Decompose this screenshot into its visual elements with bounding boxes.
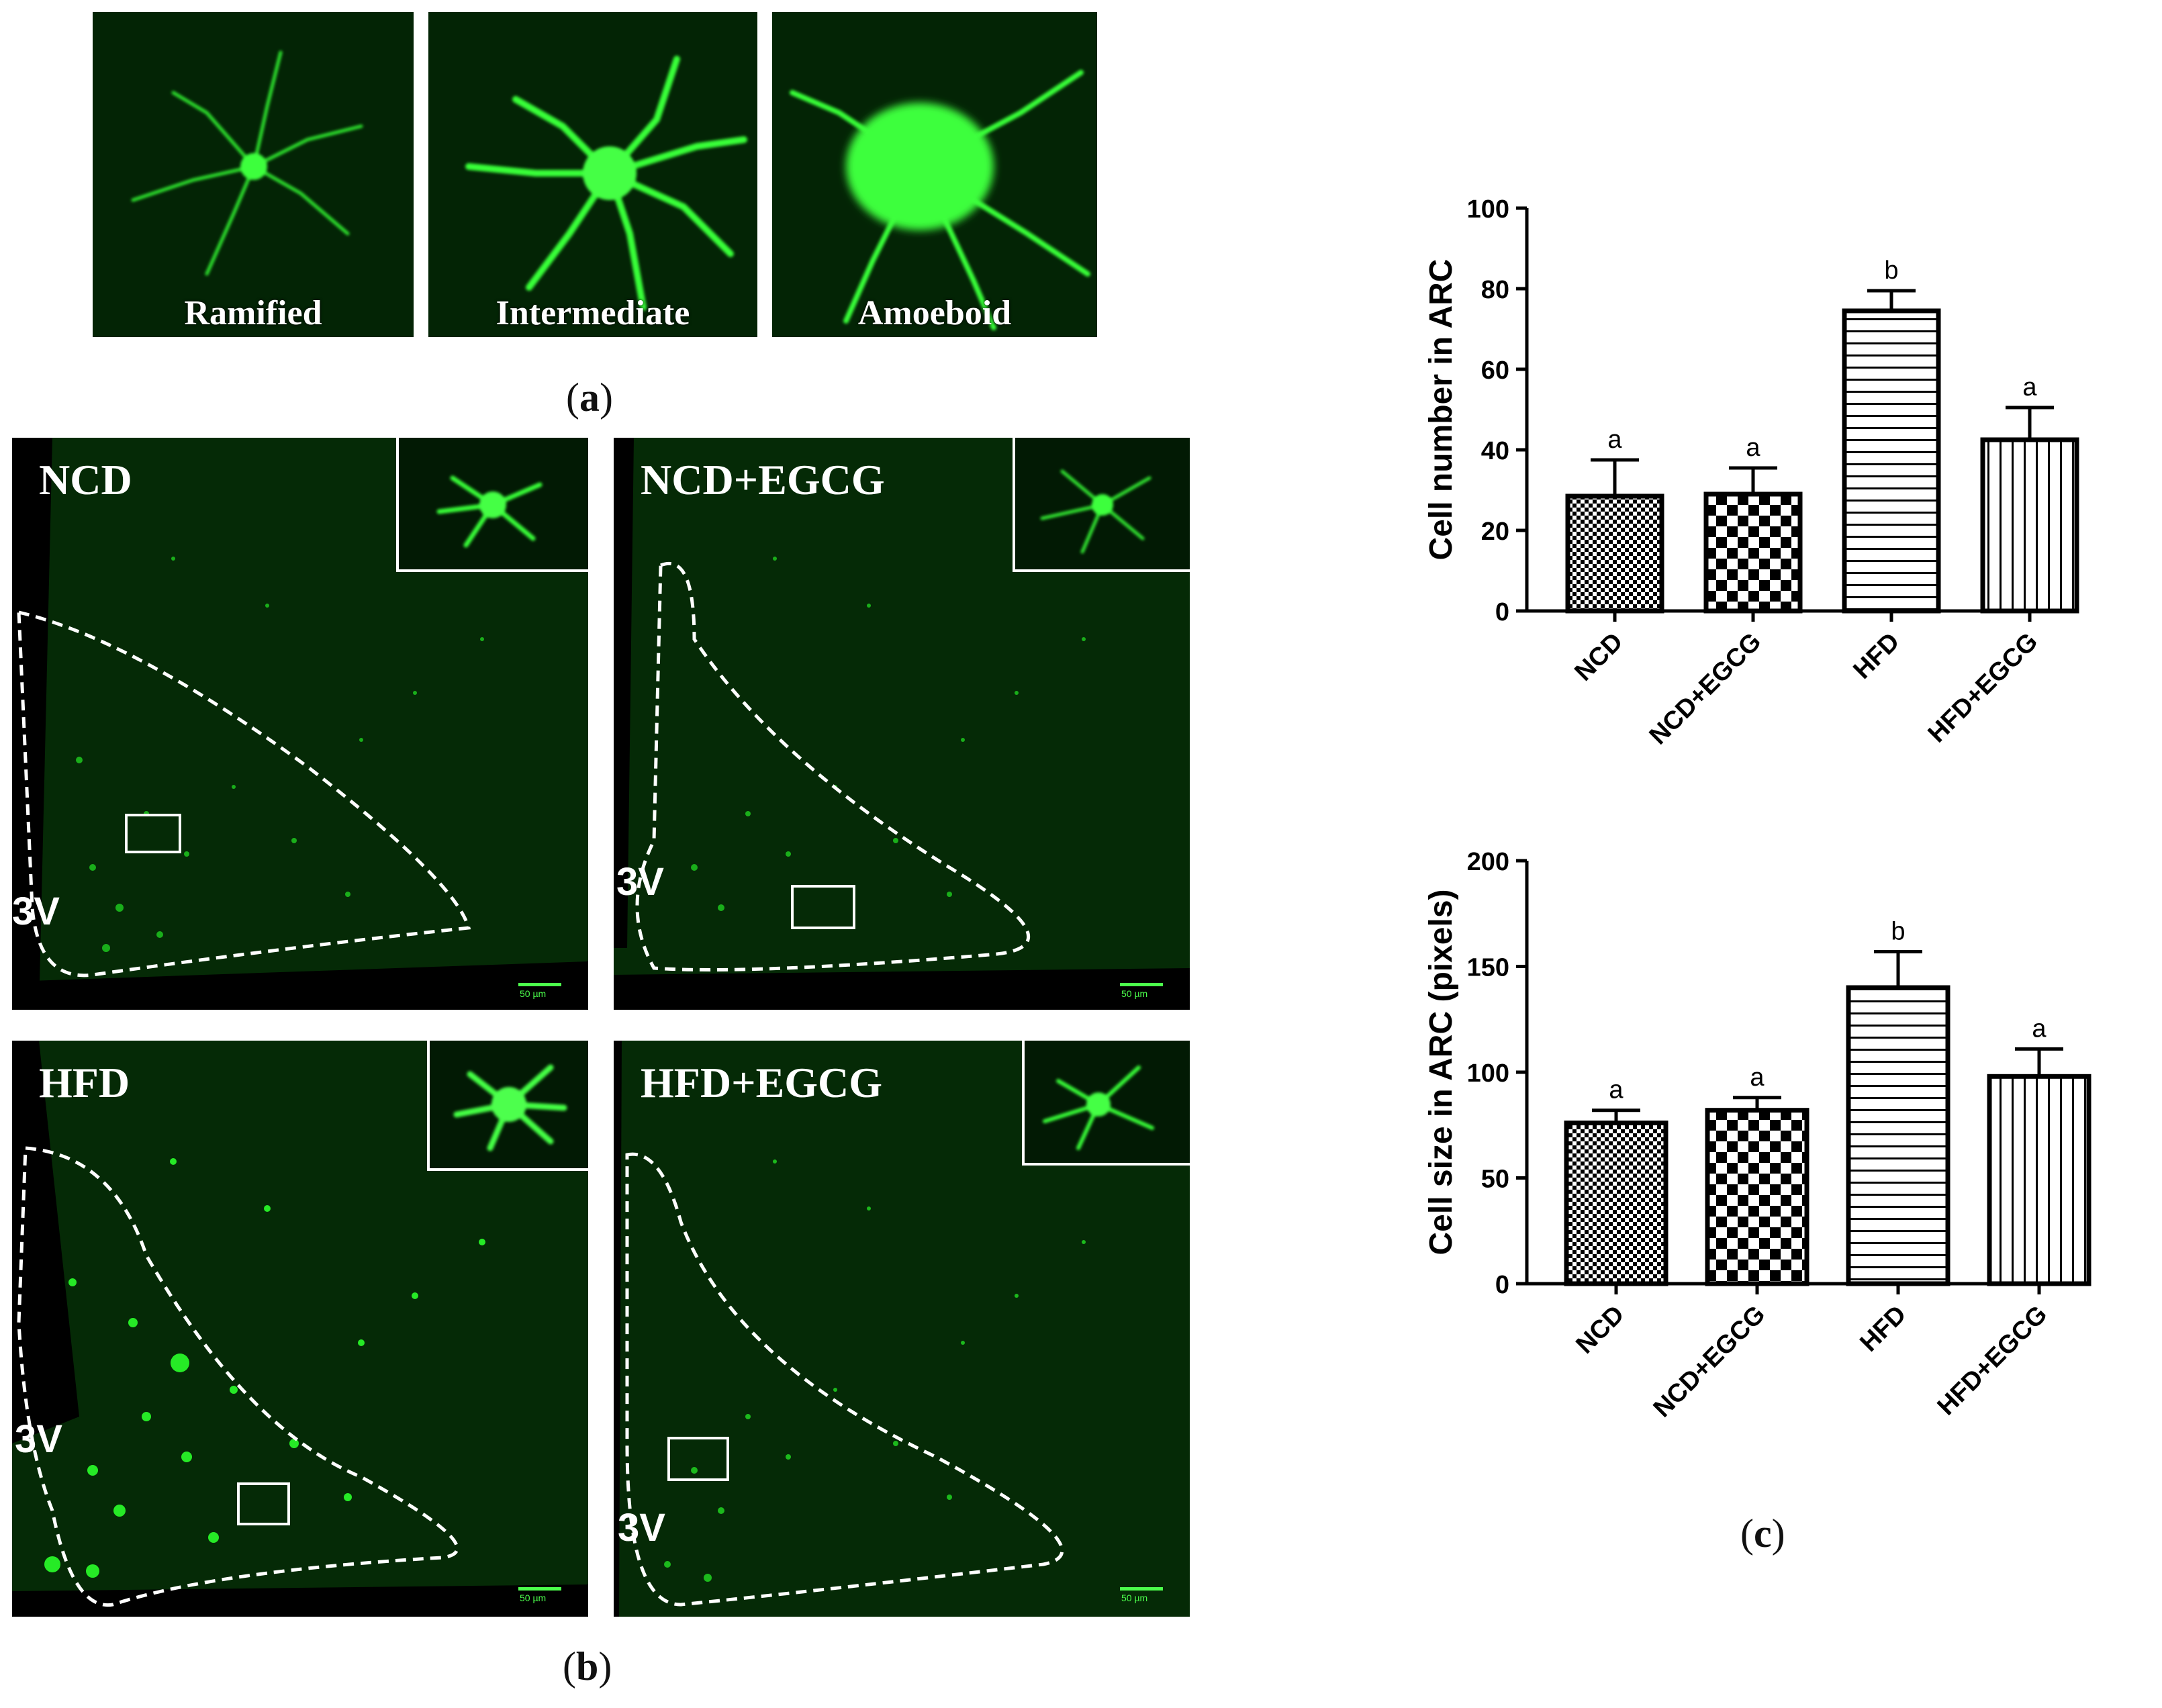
scale-bar-hfd-egcg [1120, 1587, 1163, 1591]
y-tick-label: 20 [1481, 518, 1509, 546]
label-ramified: Ramified [184, 294, 322, 332]
ncd-egcg-tissue-image [614, 438, 1190, 1010]
inset-hfd-egcg-cell [1043, 1065, 1154, 1150]
y-tick-label: 100 [1467, 195, 1509, 224]
chart-cell-size: 0 50 100 150 200 Cell size in ARC (pixels) a NC… [1423, 848, 2092, 1423]
significance-letter: a [2022, 373, 2037, 401]
scale-text-hfd-egcg: 50 µm [1121, 1593, 1148, 1603]
inset-hfd [427, 1041, 588, 1171]
y-tick-label: 0 [1495, 598, 1509, 626]
y-tick-label: 80 [1481, 276, 1509, 304]
inset-hfd-egcg [1022, 1041, 1190, 1166]
x-tick-label: NCD [1570, 1300, 1630, 1360]
caption-b: (b) [563, 1644, 612, 1689]
bar-ncd-egcg [1705, 1108, 1809, 1286]
significance-letter: b [1884, 256, 1898, 285]
bar-ncd [1565, 493, 1664, 614]
ventricle-label-hfd-egcg: 3V [618, 1506, 665, 1550]
x-tick-label: HFD+EGCG [1932, 1300, 2053, 1421]
label-ncd: NCD [39, 456, 132, 504]
amoeboid-cell-image [772, 12, 1097, 337]
ventricle-label-ncd-egcg: 3V [616, 860, 664, 904]
scale-text-ncd: 50 µm [520, 988, 547, 999]
significance-letter: a [1746, 434, 1760, 462]
y-tick-label: 60 [1481, 357, 1509, 385]
y-tick-label: 100 [1467, 1059, 1509, 1088]
micrograph-hfd: HFD 3V 50 µm [12, 1041, 588, 1617]
x-tick-label: HFD+EGCG [1923, 628, 2044, 749]
label-hfd-egcg: HFD+EGCG [641, 1059, 883, 1106]
ventricle-label-ncd: 3V [12, 890, 60, 933]
label-amoeboid: Amoeboid [857, 294, 1012, 332]
y-axis-title: Cell size in ARC (pixels) [1423, 889, 1459, 1255]
y-tick-label: 200 [1467, 848, 1509, 876]
x-tick-label: NCD [1569, 628, 1628, 687]
bar-hfd-egcg [1987, 1074, 2092, 1286]
inset-ncd [396, 438, 588, 572]
inset-ncd-egcg-cell [1040, 469, 1152, 554]
bar-ncd [1564, 1121, 1668, 1286]
bar-hfd [1842, 308, 1941, 614]
ventricle-label-hfd: 3V [15, 1417, 62, 1461]
y-tick-label: 0 [1495, 1271, 1509, 1299]
scale-text-hfd: 50 µm [520, 1593, 547, 1603]
inset-ncd-cell [436, 475, 543, 548]
caption-c: (c) [1740, 1511, 1785, 1556]
chart-cell-number: 0 20 40 60 80 100 Cell number in ARC a NCD a NCD+E… [1423, 195, 2079, 751]
label-intermediate: Intermediate [496, 294, 690, 332]
y-tick-label: 50 [1481, 1166, 1509, 1194]
intermediate-cell-image [428, 12, 757, 337]
bar-ncd-egcg [1703, 491, 1803, 614]
micrograph-amoeboid: Amoeboid [772, 12, 1097, 337]
scale-bar-ncd-egcg [1120, 983, 1163, 986]
significance-letter: a [1750, 1063, 1765, 1092]
scale-bar-ncd [518, 983, 561, 986]
micrograph-ncd: NCD 3V 50 µm [12, 438, 588, 1010]
x-tick-label: HFD [1854, 1300, 1912, 1358]
micrograph-hfd-egcg: HFD+EGCG 3V 50 µm [614, 1041, 1190, 1617]
caption-a: (a) [566, 375, 613, 420]
label-hfd: HFD [39, 1059, 130, 1106]
inset-hfd-cell [453, 1064, 567, 1151]
significance-letter: a [2032, 1014, 2047, 1043]
significance-letter: a [1607, 426, 1622, 454]
label-ncd-egcg: NCD+EGCG [641, 456, 885, 504]
micrograph-ramified: Ramified [93, 12, 414, 337]
x-tick-label: NCD+EGCG [1648, 1300, 1771, 1423]
x-tick-label: HFD [1848, 628, 1905, 685]
significance-letter: a [1609, 1076, 1624, 1104]
significance-letter: b [1891, 917, 1905, 945]
y-axis-title: Cell number in ARC [1423, 259, 1459, 561]
micrograph-intermediate: Intermediate [428, 12, 757, 337]
ncd-tissue-image [12, 438, 588, 1010]
micrograph-ncd-egcg: NCD+EGCG 3V 50 µm [614, 438, 1190, 1010]
scale-text-ncd-egcg: 50 µm [1121, 988, 1148, 999]
scale-bar-hfd [518, 1587, 561, 1591]
y-tick-label: 40 [1481, 437, 1509, 465]
bar-hfd-egcg [1980, 437, 2079, 614]
y-tick-label: 150 [1467, 954, 1509, 982]
bar-hfd [1846, 985, 1950, 1286]
inset-ncd-egcg [1013, 438, 1190, 572]
ramified-cell-image [93, 12, 414, 337]
x-tick-label: NCD+EGCG [1644, 628, 1767, 751]
